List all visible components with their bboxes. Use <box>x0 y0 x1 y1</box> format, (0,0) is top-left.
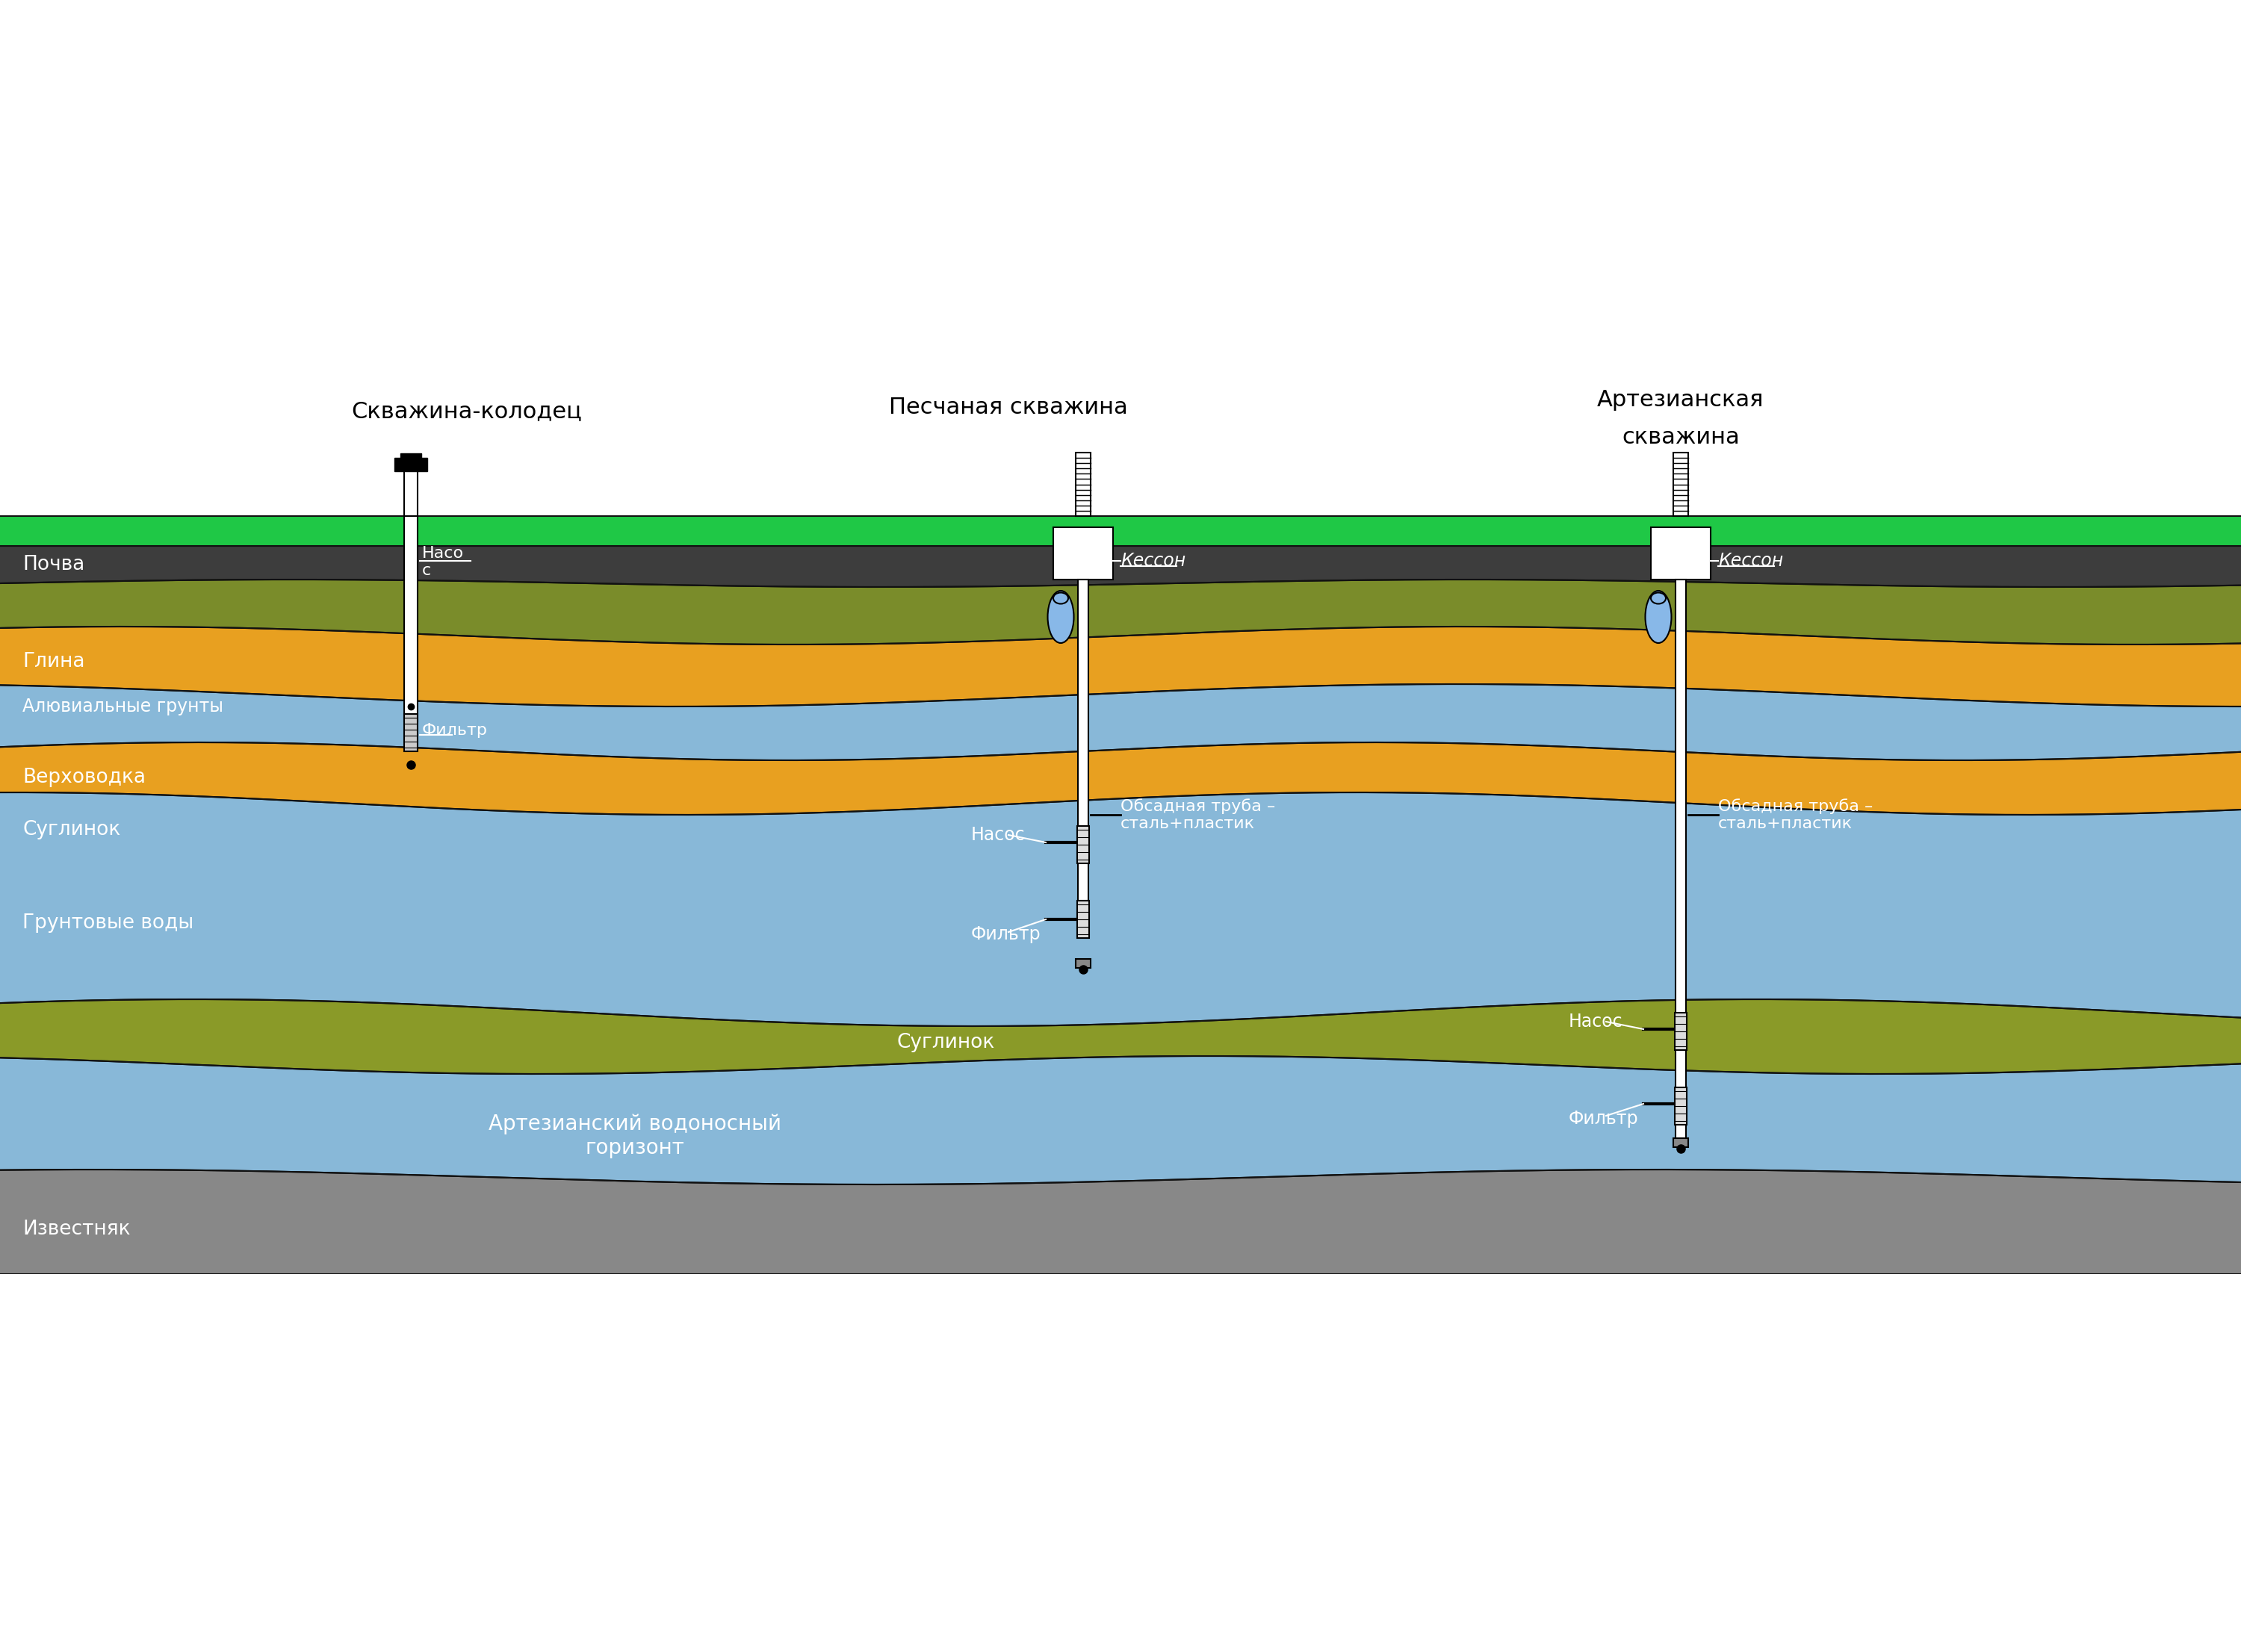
Text: Песчаная скважина: Песчаная скважина <box>890 396 1127 418</box>
Text: Суглинок: Суглинок <box>22 819 121 839</box>
Ellipse shape <box>1053 593 1069 605</box>
Text: Артезианский водоносный
горизонт: Артезианский водоносный горизонт <box>489 1113 782 1158</box>
Text: Фильтр: Фильтр <box>1569 1110 1638 1128</box>
Text: Глина: Глина <box>22 653 85 671</box>
Text: Почва: Почва <box>22 555 85 575</box>
Text: Кессон: Кессон <box>1719 552 1784 570</box>
Bar <box>1053 527 1114 580</box>
Bar <box>1078 900 1089 938</box>
Text: Кессон: Кессон <box>1120 552 1185 570</box>
Bar <box>1674 1013 1687 1051</box>
Text: Фильтр: Фильтр <box>970 925 1042 943</box>
Bar <box>1076 453 1091 515</box>
Bar <box>394 458 428 471</box>
Ellipse shape <box>1047 591 1073 643</box>
Text: с: с <box>421 563 430 578</box>
Text: Фильтр: Фильтр <box>421 724 489 738</box>
Bar <box>1676 580 1685 1140</box>
Bar <box>403 714 417 752</box>
Bar <box>1652 527 1710 580</box>
Bar <box>1674 1138 1687 1146</box>
Text: Колодец: Колодец <box>426 494 502 509</box>
Bar <box>1076 958 1091 968</box>
Text: Насо: Насо <box>421 545 464 562</box>
Ellipse shape <box>1645 591 1672 643</box>
Bar <box>403 468 417 515</box>
Text: Артезианская: Артезианская <box>1598 390 1764 411</box>
Bar <box>403 515 417 722</box>
Text: Грунтовые воды: Грунтовые воды <box>22 914 193 933</box>
Text: Известняк: Известняк <box>22 1219 130 1239</box>
Bar <box>1674 1087 1687 1125</box>
Bar <box>1078 826 1089 864</box>
Text: Верховодка: Верховодка <box>22 768 146 786</box>
Bar <box>1078 580 1089 900</box>
Bar <box>401 453 421 458</box>
Text: Обсадная труба –
сталь+пластик: Обсадная труба – сталь+пластик <box>1120 798 1275 831</box>
Text: Насос: Насос <box>1569 1013 1622 1031</box>
Text: Скважина-колодец: Скважина-колодец <box>352 401 583 423</box>
Text: скважина: скважина <box>1622 426 1739 448</box>
Text: Обсадная труба –
сталь+пластик: Обсадная труба – сталь+пластик <box>1719 798 1873 831</box>
Text: Насос: Насос <box>970 826 1026 844</box>
Ellipse shape <box>1652 593 1665 605</box>
Text: Алювиальные грунты: Алювиальные грунты <box>22 697 224 715</box>
Text: Суглинок: Суглинок <box>896 1032 995 1052</box>
Bar <box>1674 453 1687 515</box>
